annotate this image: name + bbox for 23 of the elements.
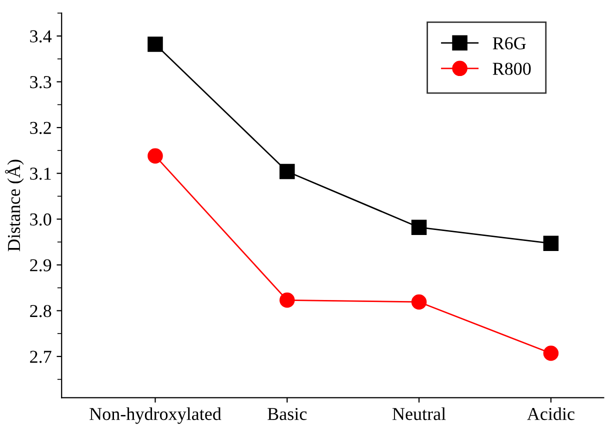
y-tick-label: 2.7	[30, 350, 52, 363]
y-tick-label: 3.0	[30, 213, 52, 226]
legend-label: R800	[492, 62, 531, 75]
point	[543, 236, 559, 252]
x-tick-label: Basic	[268, 408, 307, 420]
x-tick-label: Neutral	[392, 407, 446, 420]
point	[543, 346, 559, 361]
point	[148, 148, 163, 164]
x-tick-label: Acidic	[527, 407, 574, 420]
x-tick-label: Non-hydroxylated	[90, 407, 222, 424]
point	[148, 36, 163, 52]
y-tick-label: 2.9	[30, 259, 52, 272]
point	[280, 164, 295, 180]
y-axis-title: Distance (Å)	[5, 160, 24, 252]
y-tick-label: 3.4	[30, 30, 52, 43]
y-tick-label: 2.8	[30, 304, 52, 318]
point	[280, 292, 295, 308]
y-tick-label: 3.3	[30, 76, 52, 88]
legend-label: R6G	[492, 37, 526, 50]
point	[411, 294, 427, 310]
point	[411, 220, 427, 236]
y-tick-label: 3.1	[30, 168, 51, 180]
y-tick-label: 3.2	[30, 122, 51, 134]
